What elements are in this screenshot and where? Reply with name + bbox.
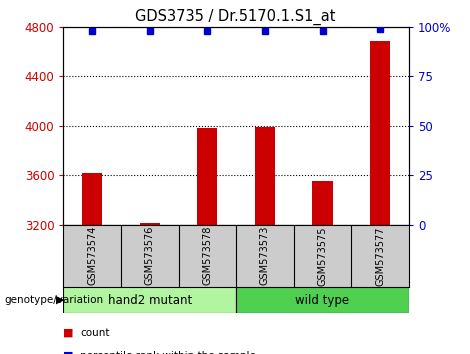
Bar	[236, 287, 409, 313]
Text: ■: ■	[63, 328, 74, 338]
Text: GSM573573: GSM573573	[260, 226, 270, 285]
Bar	[255, 127, 275, 225]
Text: hand2 mutant: hand2 mutant	[108, 293, 192, 307]
Bar	[370, 41, 390, 225]
Bar	[140, 223, 160, 225]
Bar	[313, 181, 333, 225]
Bar	[63, 287, 236, 313]
Text: percentile rank within the sample: percentile rank within the sample	[80, 351, 256, 354]
Text: GSM573577: GSM573577	[375, 226, 385, 286]
Text: wild type: wild type	[296, 293, 350, 307]
Text: GSM573576: GSM573576	[145, 226, 155, 285]
Bar	[197, 127, 218, 225]
Text: GSM573574: GSM573574	[87, 226, 97, 285]
Text: GSM573578: GSM573578	[203, 226, 212, 285]
Text: GDS3735 / Dr.5170.1.S1_at: GDS3735 / Dr.5170.1.S1_at	[135, 9, 335, 25]
Text: genotype/variation: genotype/variation	[5, 295, 104, 305]
Text: ▶: ▶	[56, 295, 65, 305]
Text: count: count	[80, 328, 110, 338]
Bar	[82, 173, 102, 225]
Text: GSM573575: GSM573575	[318, 226, 328, 286]
Text: ■: ■	[63, 351, 74, 354]
